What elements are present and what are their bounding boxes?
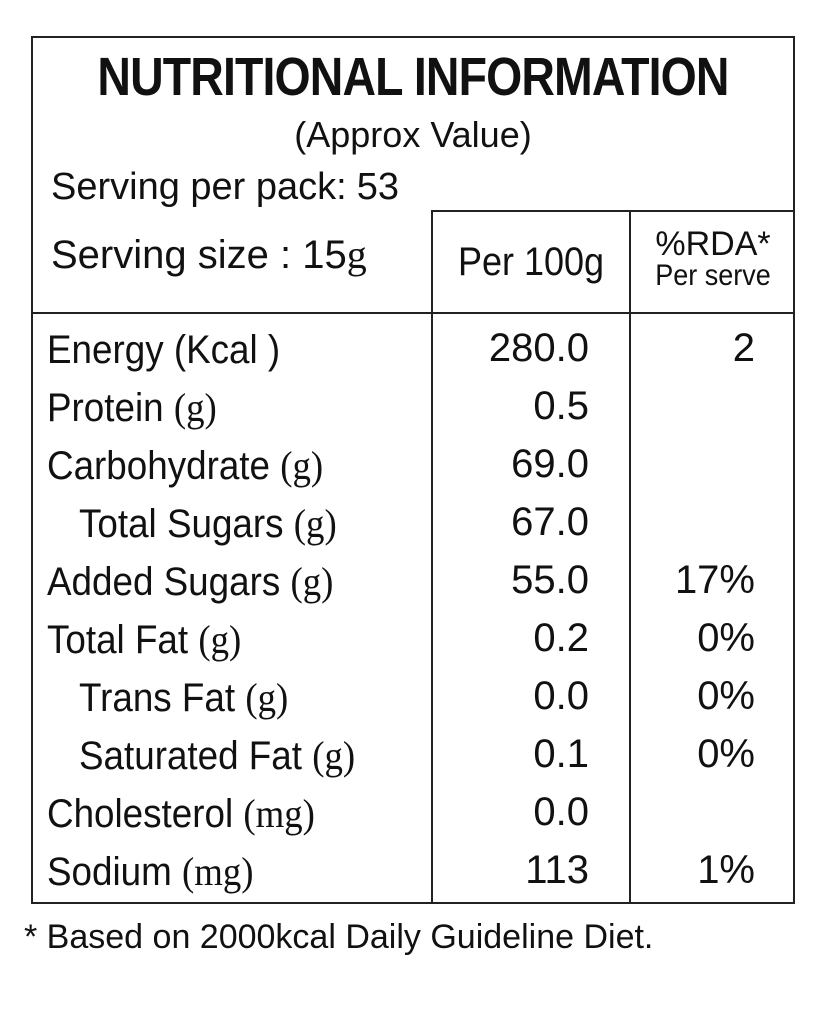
nutrient-label: Protein <box>47 386 174 430</box>
column-divider-1 <box>431 210 433 904</box>
nutrient-unit: (g) <box>293 501 337 546</box>
rda-value: 0% <box>697 732 755 776</box>
header-bottom-divider <box>33 312 793 314</box>
column-divider-2 <box>629 210 631 904</box>
nutrient-name: Total Fat (g) <box>47 616 241 663</box>
label-title: NUTRITIONAL INFORMATION <box>97 47 729 107</box>
nutrient-label: Carbohydrate <box>47 444 281 488</box>
rda-value: 0% <box>697 616 755 660</box>
rda-value: 2 <box>732 326 755 370</box>
per100-value: 0.0 <box>533 674 589 718</box>
rda-value: 0% <box>697 674 755 718</box>
table-row: Total Sugars (g) 67.0 <box>33 500 793 558</box>
nutrient-name: Added Sugars (g) <box>47 558 333 605</box>
table-row: Added Sugars (g) 55.0 17% <box>33 558 793 616</box>
nutrition-label: NUTRITIONAL INFORMATION (Approx Value) S… <box>31 36 795 904</box>
nutrient-name: Sodium (mg) <box>47 848 254 895</box>
per100-value: 0.2 <box>533 616 589 660</box>
table-row: Sodium (mg) 113 1% <box>33 848 793 906</box>
per100-value: 67.0 <box>511 500 589 544</box>
table-row: Saturated Fat (g) 0.1 0% <box>33 732 793 790</box>
serving-size: Serving size : 15g <box>51 231 367 278</box>
serving-size-label: Serving size : 15 <box>51 233 347 277</box>
nutrient-name: Total Sugars (g) <box>79 500 337 547</box>
serving-per-pack-value: 53 <box>356 166 399 208</box>
table-row: Protein (g) 0.5 <box>33 384 793 442</box>
per100-value: 0.5 <box>533 384 589 428</box>
table-row: Trans Fat (g) 0.0 0% <box>33 674 793 732</box>
nutrient-label: Cholesterol <box>47 792 244 836</box>
nutrient-unit: (g) <box>290 559 334 604</box>
table-row: Carbohydrate (g) 69.0 <box>33 442 793 500</box>
nutrient-name: Energy (Kcal ) <box>47 326 280 373</box>
table-row: Cholesterol (mg) 0.0 <box>33 790 793 848</box>
column-header-per100: Per 100g <box>457 240 605 284</box>
nutrient-label: Added Sugars <box>47 560 291 604</box>
per100-value: 55.0 <box>511 558 589 602</box>
nutrient-name: Protein (g) <box>47 384 217 431</box>
rda-value: 17% <box>674 558 755 602</box>
column-header-rda-sub: Per serve <box>655 259 771 292</box>
column-header-rda-title: %RDA* <box>655 225 771 263</box>
nutrient-label: Trans Fat <box>79 676 246 720</box>
nutrient-label: Total Fat <box>47 618 199 662</box>
nutrient-label: Saturated Fat <box>79 734 313 778</box>
rda-value: 1% <box>697 848 755 892</box>
serving-per-pack-label: Serving per pack: <box>51 166 347 208</box>
per100-value: 113 <box>525 848 589 892</box>
per100-value: 0.0 <box>533 790 589 834</box>
serving-size-unit: g <box>346 232 367 277</box>
nutrient-unit: (g) <box>245 675 289 720</box>
footnote: * Based on 2000kcal Daily Guideline Diet… <box>24 918 654 956</box>
label-subtitle: (Approx Value) <box>294 114 532 155</box>
table-row: Total Fat (g) 0.2 0% <box>33 616 793 674</box>
nutrient-unit: (g) <box>198 617 242 662</box>
nutrient-name: Saturated Fat (g) <box>79 732 355 779</box>
nutrient-unit: (g) <box>280 443 324 488</box>
nutrient-label: Total Sugars <box>79 502 294 546</box>
nutrient-name: Carbohydrate (g) <box>47 442 323 489</box>
serving-per-pack: Serving per pack: 53 <box>51 166 399 209</box>
per100-value: 69.0 <box>511 442 589 486</box>
nutrient-unit: (g) <box>173 385 217 430</box>
header-top-divider <box>431 210 795 212</box>
nutrient-unit: (g) <box>312 733 356 778</box>
nutrient-label: Energy (Kcal ) <box>47 328 281 372</box>
column-header-rda: %RDA* Per serve <box>631 225 795 292</box>
nutrient-name: Trans Fat (g) <box>79 674 288 721</box>
per100-value: 280.0 <box>488 326 589 370</box>
nutrient-label: Sodium <box>47 850 183 894</box>
nutrient-name: Cholesterol (mg) <box>47 790 315 837</box>
table-row: Energy (Kcal ) 280.0 2 <box>33 326 793 384</box>
per100-value: 0.1 <box>533 732 589 776</box>
nutrient-unit: (mg) <box>182 849 254 894</box>
nutrient-unit: (mg) <box>243 791 315 836</box>
